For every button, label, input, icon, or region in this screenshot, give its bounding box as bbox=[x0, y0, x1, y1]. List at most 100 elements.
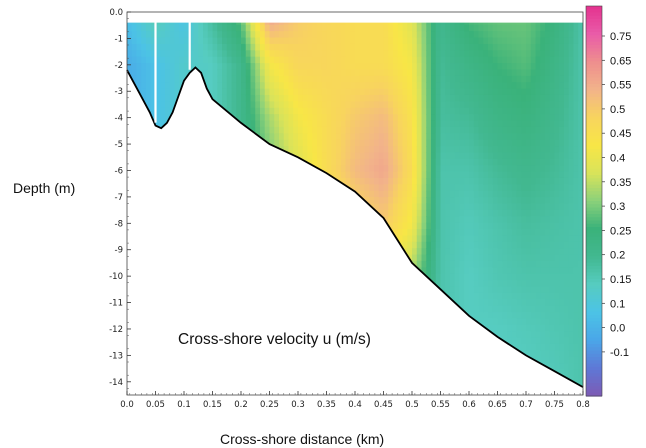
colorbar-band bbox=[586, 129, 602, 134]
seabed-mask bbox=[127, 12, 583, 395]
colorbar-band bbox=[586, 28, 602, 33]
colorbar-band bbox=[586, 171, 602, 176]
colorbar-band bbox=[586, 25, 602, 30]
colorbar-band bbox=[586, 256, 602, 261]
colorbar-tick-label: 0.75 bbox=[610, 31, 631, 43]
colorbar-tick-label: 0.5 bbox=[610, 104, 625, 116]
y-tick-label: -9 bbox=[115, 246, 123, 256]
colorbar-band bbox=[586, 6, 602, 10]
colorbar-tick-label: 0.35 bbox=[610, 177, 631, 189]
colorbar-band bbox=[586, 168, 602, 173]
colorbar-band bbox=[586, 214, 602, 218]
colorbar-band bbox=[586, 126, 602, 131]
y-tick-label: 0.0 bbox=[109, 8, 123, 18]
colorbar-band bbox=[586, 136, 602, 140]
x-tick-label: 0.0 bbox=[120, 400, 134, 410]
colorbar-band bbox=[586, 233, 602, 238]
colorbar-band bbox=[586, 165, 602, 170]
colorbar-band bbox=[586, 64, 602, 69]
x-tick-label: 0.1 bbox=[177, 400, 191, 410]
colorbar-band bbox=[586, 314, 602, 319]
colorbar-band bbox=[586, 15, 602, 20]
colorbar-band bbox=[586, 266, 602, 270]
annotation-text: Cross-shore velocity u (m/s) bbox=[178, 331, 371, 348]
colorbar-band bbox=[586, 123, 602, 127]
colorbar-band bbox=[586, 220, 602, 225]
colorbar-band bbox=[586, 334, 602, 339]
y-tick-label: -1 bbox=[115, 34, 123, 44]
y-tick-label: -2 bbox=[115, 61, 123, 71]
x-tick-label: 0.55 bbox=[431, 400, 450, 410]
y-tick-label: -12 bbox=[109, 325, 123, 335]
x-tick-label: 0.25 bbox=[260, 400, 279, 410]
y-tick-label: -13 bbox=[109, 351, 123, 361]
x-tick-label: 0.5 bbox=[405, 400, 419, 410]
colorbar-band bbox=[586, 269, 602, 274]
colorbar-band bbox=[586, 201, 602, 205]
x-tick-label: 0.4 bbox=[348, 400, 362, 410]
colorbar-tick-label: 0.25 bbox=[610, 225, 631, 237]
colorbar-band bbox=[586, 259, 602, 264]
colorbar-band bbox=[586, 175, 602, 179]
y-tick-label: -14 bbox=[109, 378, 123, 388]
colorbar-band bbox=[586, 318, 602, 322]
colorbar-band bbox=[586, 74, 602, 79]
colorbar-band bbox=[586, 71, 602, 75]
colorbar-band bbox=[586, 204, 602, 209]
colorbar-band bbox=[586, 253, 602, 257]
colorbar-band bbox=[586, 90, 602, 95]
colorbar-band bbox=[586, 272, 602, 277]
colorbar-band bbox=[586, 184, 602, 189]
colorbar-band bbox=[586, 360, 602, 365]
colorbar-band bbox=[586, 181, 602, 186]
colorbar-band bbox=[586, 84, 602, 88]
colorbar-band bbox=[586, 236, 602, 241]
colorbar-band bbox=[586, 162, 602, 166]
colorbar-band bbox=[586, 275, 602, 280]
x-tick-label: 0.15 bbox=[203, 400, 222, 410]
colorbar-tick-label: 0.0 bbox=[610, 323, 625, 335]
colorbar-band bbox=[586, 357, 602, 361]
x-tick-label: 0.05 bbox=[146, 400, 165, 410]
x-axis-ticks: 0.0 0.05 0.1 0.15 0.2 0.25 0.3 0.35 0.4 0.45 0.5 0.… bbox=[120, 391, 590, 410]
colorbar-band bbox=[586, 340, 602, 345]
colorbar-band bbox=[586, 298, 602, 303]
y-tick-label: -8 bbox=[115, 219, 123, 229]
y-tick-label: -4 bbox=[115, 114, 123, 124]
colorbar-band bbox=[586, 194, 602, 199]
colorbar-band bbox=[586, 139, 602, 144]
colorbar-band bbox=[586, 149, 602, 153]
colorbar-band bbox=[586, 103, 602, 108]
colorbar-frame bbox=[585, 5, 603, 397]
colorbar-band bbox=[586, 223, 602, 228]
colorbar-band bbox=[586, 217, 602, 222]
colorbar-band bbox=[586, 58, 602, 62]
colorbar-band bbox=[586, 12, 602, 17]
colorbar-band bbox=[586, 347, 602, 352]
colorbar-band bbox=[586, 285, 602, 290]
colorbar-band bbox=[586, 350, 602, 355]
x-tick-label: 0.65 bbox=[488, 400, 507, 410]
colorbar-band bbox=[586, 106, 602, 111]
y-axis-label: Depth (m) bbox=[13, 180, 75, 196]
colorbar-band bbox=[586, 262, 602, 267]
y-tick-label: -5 bbox=[115, 140, 123, 150]
colorbar-band bbox=[586, 383, 602, 387]
colorbar-band bbox=[586, 279, 602, 283]
colorbar-tick-label: 0.3 bbox=[610, 201, 625, 213]
colorbar-band bbox=[586, 373, 602, 378]
y-tick-label: -6 bbox=[115, 166, 123, 176]
colorbar-tick-label: 0.45 bbox=[610, 128, 631, 140]
colorbar-tick-label: 0.1 bbox=[610, 298, 625, 310]
colorbar-band bbox=[586, 158, 602, 163]
colorbar-band bbox=[586, 321, 602, 326]
colorbar-band bbox=[586, 337, 602, 342]
colorbar-band bbox=[586, 243, 602, 248]
y-tick-label: -10 bbox=[109, 272, 123, 282]
colorbar-band bbox=[586, 311, 602, 316]
colorbar-band bbox=[586, 363, 602, 368]
colorbar bbox=[585, 5, 603, 397]
colorbar-band bbox=[586, 45, 602, 49]
colorbar-band bbox=[586, 110, 602, 114]
